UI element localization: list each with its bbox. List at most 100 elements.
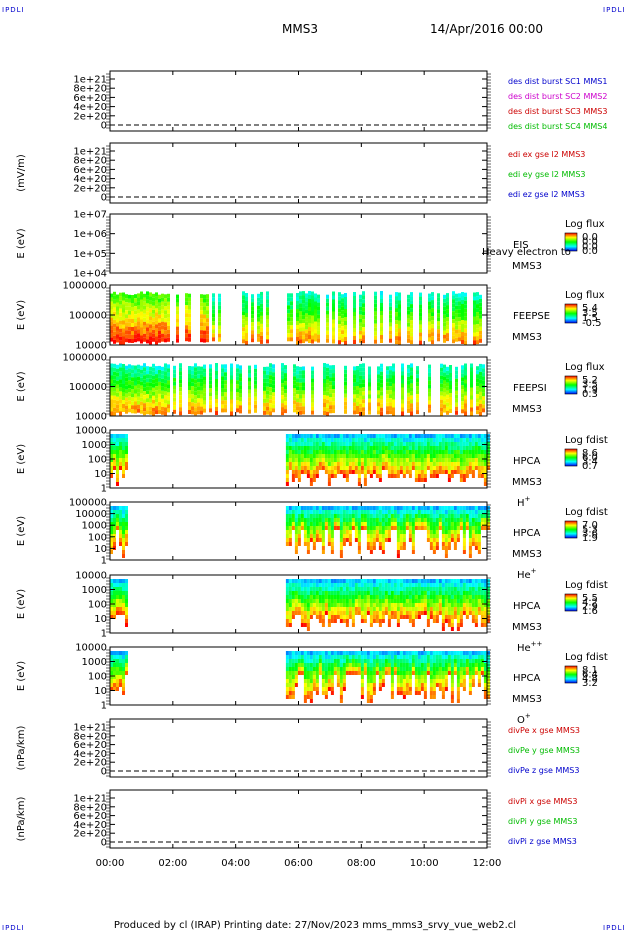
spectrogram-cell (482, 376, 485, 381)
spectrogram-cell (110, 411, 113, 416)
spectrogram-cell (299, 366, 302, 371)
spectrogram-cell (248, 389, 251, 394)
spectrogram-cell (401, 403, 404, 408)
spectrogram-cell (369, 470, 373, 474)
spectrogram-cell (405, 470, 409, 474)
spectrogram-cell (416, 394, 419, 399)
spectrogram-cell (315, 603, 319, 607)
spectrogram-cell (110, 317, 113, 322)
spectrogram-cell (312, 651, 316, 655)
spectrogram-cell (302, 299, 305, 304)
spectrogram-cell (288, 599, 292, 603)
spectrogram-cell (309, 583, 313, 587)
spectrogram-cell (441, 434, 445, 438)
spectrogram-cell (411, 591, 415, 595)
spectrogram-cell (353, 370, 356, 375)
spectrogram-cell (324, 579, 328, 583)
spectrogram-cell (294, 434, 298, 438)
spectrogram-cell (288, 583, 292, 587)
spectrogram-cell (345, 603, 349, 607)
spectrogram-cell (119, 462, 122, 466)
spectrogram-cell (423, 611, 427, 615)
spectrogram-cell (402, 514, 406, 518)
spectrogram-cell (188, 378, 191, 382)
spectrogram-cell (435, 615, 439, 619)
spectrogram-cell (464, 411, 467, 416)
spectrogram-cell (333, 466, 337, 470)
spectrogram-cell (149, 366, 152, 371)
spectrogram-cell (359, 391, 362, 396)
spectrogram-cell (203, 372, 206, 377)
spectrogram-cell (410, 320, 413, 325)
spectrogram-cell (471, 542, 475, 546)
spectrogram-cell (290, 317, 293, 322)
spectrogram-cell (176, 306, 179, 311)
spectrogram-cell (308, 291, 311, 295)
spectrogram-cell (122, 679, 125, 683)
spectrogram-cell (146, 370, 149, 375)
spectrogram-cell (314, 301, 317, 306)
spectrogram-cell (266, 406, 269, 411)
spectrogram-cell (113, 603, 116, 607)
spectrogram-cell (315, 438, 319, 442)
spectrogram-cell (362, 315, 365, 320)
spectrogram-cell (363, 482, 367, 486)
spectrogram-cell (294, 458, 298, 462)
spectrogram-cell (402, 522, 406, 526)
spectrogram-cell (360, 438, 364, 442)
spectrogram-cell (321, 518, 325, 522)
spectrogram-cell (303, 506, 307, 510)
spectrogram-cell (260, 327, 263, 332)
spectrogram-cell (158, 369, 161, 374)
spectrogram-cell (435, 619, 439, 623)
spectrogram-cell (194, 411, 197, 416)
spectrogram-cell (381, 506, 385, 510)
spectrogram-cell (342, 579, 346, 583)
spectrogram-cell (342, 434, 346, 438)
spectrogram-cell (315, 591, 319, 595)
spectrogram-cell (447, 595, 451, 599)
spectrogram-cell (432, 587, 436, 591)
spectrogram-cell (429, 450, 433, 454)
spectrogram-cell (387, 474, 391, 478)
spectrogram-cell (480, 514, 484, 518)
spectrogram-cell (315, 595, 319, 599)
spectrogram-cell (323, 395, 326, 399)
spectrogram-cell (134, 381, 137, 386)
spectrogram-cell (390, 611, 394, 615)
spectrogram-cell (360, 607, 364, 611)
spectrogram-cell (131, 307, 134, 311)
spectrogram-cell (351, 510, 355, 514)
spectrogram-cell (137, 313, 140, 318)
spectrogram-cell (143, 391, 146, 396)
spectrogram-cell (297, 542, 301, 546)
spectrogram-cell (317, 314, 320, 319)
spectrogram-cell (387, 442, 391, 446)
spectrogram-cell (375, 591, 379, 595)
spectrogram-cell (203, 334, 206, 339)
spectrogram-cell (281, 367, 284, 372)
spectrogram-cell (288, 619, 292, 623)
spectrogram-cell (450, 474, 454, 478)
spectrogram-cell (366, 599, 370, 603)
spectrogram-cell (387, 518, 391, 522)
spectrogram-cell (378, 583, 382, 587)
spectrogram-cell (372, 470, 376, 474)
spectrogram-cell (453, 603, 457, 607)
spectrogram-cell (326, 407, 329, 412)
spectrogram-cell (419, 292, 422, 297)
spectrogram-cell (479, 334, 482, 339)
spectrogram-cell (128, 384, 131, 389)
spectrogram-cell (167, 364, 170, 369)
spectrogram-cell (303, 591, 307, 595)
spectrogram-cell (381, 454, 385, 458)
spectrogram-cell (242, 319, 245, 324)
spectrogram-cell (332, 339, 335, 344)
spectrogram-cell (290, 329, 293, 334)
spectrogram-cell (288, 687, 292, 691)
spectrogram-cell (443, 334, 446, 339)
spectrogram-cell (354, 607, 358, 611)
spectrogram-cell (146, 335, 149, 340)
spectrogram-cell (200, 338, 203, 343)
spectrogram-cell (197, 394, 200, 399)
